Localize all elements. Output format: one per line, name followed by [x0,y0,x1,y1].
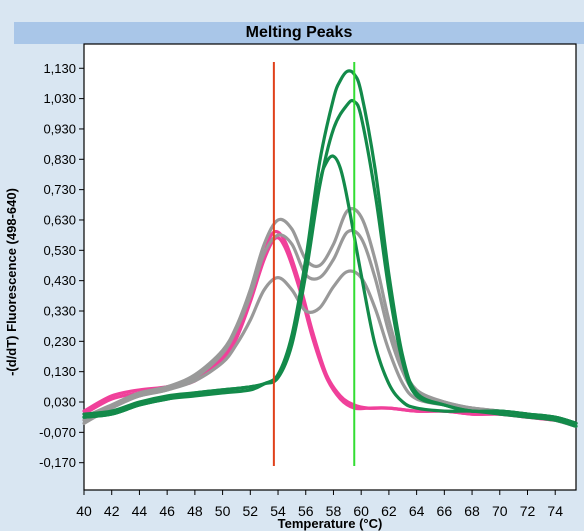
y-tick-label: 0,330 [43,303,76,318]
x-tick-label: 58 [326,503,342,519]
y-tick-label: 0,730 [43,182,76,197]
x-tick-label: 46 [159,503,175,519]
x-tick-label: 64 [409,503,425,519]
x-axis-label: Temperature (°C) [278,516,383,531]
x-tick-label: 52 [243,503,259,519]
x-axis: 40 42 44 46 48 50 52 54 56 58 60 62 64 66 68 70 72 74 [76,490,563,519]
y-tick-label: 0,130 [43,364,76,379]
x-tick-label: 48 [187,503,203,519]
y-axis: -0,170 -0,070 0,030 0,130 0,230 0,330 0,430 0,5… [39,61,84,470]
x-tick-label: 44 [132,503,148,519]
x-tick-label: 72 [520,503,536,519]
x-tick-label: 66 [437,503,453,519]
y-tick-label: 0,830 [43,152,76,167]
x-tick-label: 68 [464,503,480,519]
y-axis-label: -(d/dT) Fluorescence (498-640) [4,188,19,376]
y-tick-label: -0,170 [39,455,76,470]
series-line-7 [82,154,578,428]
y-tick-label: -0,070 [39,425,76,440]
x-tick-label: 42 [104,503,120,519]
marker-lines [272,62,356,466]
y-tick-label: 0,630 [43,212,76,227]
series-line-4 [82,269,578,425]
y-tick-label: 0,230 [43,334,76,349]
x-tick-label: 56 [298,503,314,519]
chart-title-bar: Melting Peaks [14,22,584,44]
x-tick-label: 70 [492,503,508,519]
series-group [82,69,578,428]
x-tick-label: 50 [215,503,231,519]
y-tick-label: 0,030 [43,395,76,410]
chart-title: Melting Peaks [245,24,353,41]
y-tick-label: 0,430 [43,273,76,288]
y-tick-label: 0,930 [43,121,76,136]
x-tick-label: 60 [353,503,369,519]
y-tick-label: 1,130 [43,61,76,76]
y-tick-label: 1,030 [43,91,76,106]
x-tick-label: 54 [270,503,286,519]
y-tick-label: 0,530 [43,243,76,258]
x-tick-label: 74 [547,503,563,519]
x-tick-label: 40 [76,503,92,519]
x-tick-label: 62 [381,503,397,519]
